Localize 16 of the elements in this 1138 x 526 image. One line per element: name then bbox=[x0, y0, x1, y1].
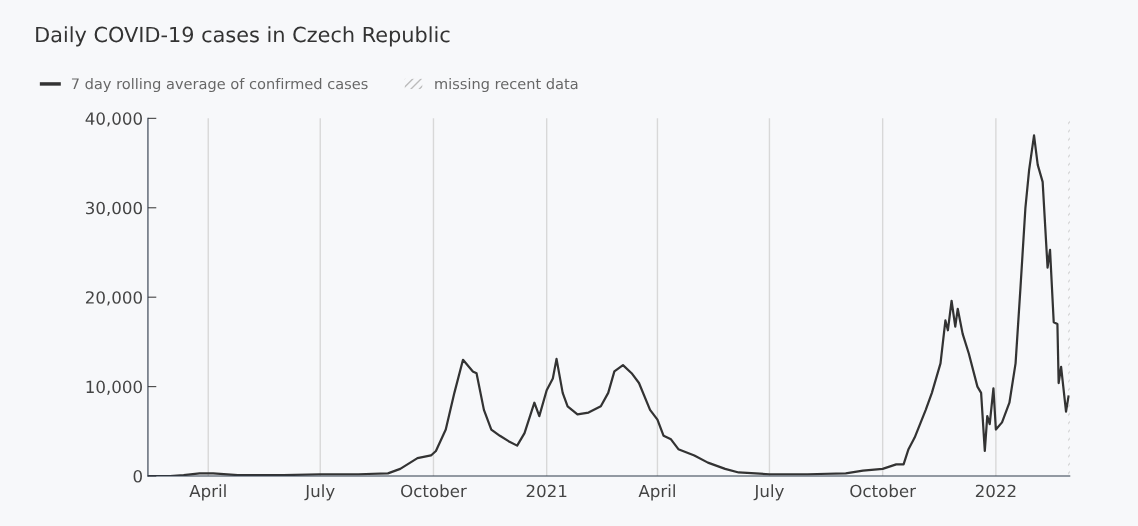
chart-title: Daily COVID-19 cases in Czech Republic bbox=[36, 26, 450, 47]
x-tick-label: October bbox=[850, 484, 916, 498]
x-tick-label: July bbox=[304, 484, 335, 501]
x-tick-label: October bbox=[401, 484, 467, 498]
legend-label: missing recent data bbox=[435, 77, 578, 93]
legend-label: 7 day rolling average of confirmed cases bbox=[71, 77, 368, 93]
y-tick-label: 20,000 bbox=[85, 291, 142, 306]
y-tick-label: 30,000 bbox=[86, 201, 142, 217]
x-tick-label: April bbox=[638, 484, 675, 501]
y-tick-label: 0 bbox=[133, 469, 142, 483]
x-tick-label: 2022 bbox=[975, 484, 1016, 498]
x-tick-label: July bbox=[753, 484, 784, 501]
x-tick-label: 2021 bbox=[526, 484, 567, 498]
y-tick-label: 40,000 bbox=[85, 112, 142, 127]
x-tick-label: April bbox=[189, 484, 226, 501]
y-tick-label: 10,000 bbox=[86, 380, 142, 395]
